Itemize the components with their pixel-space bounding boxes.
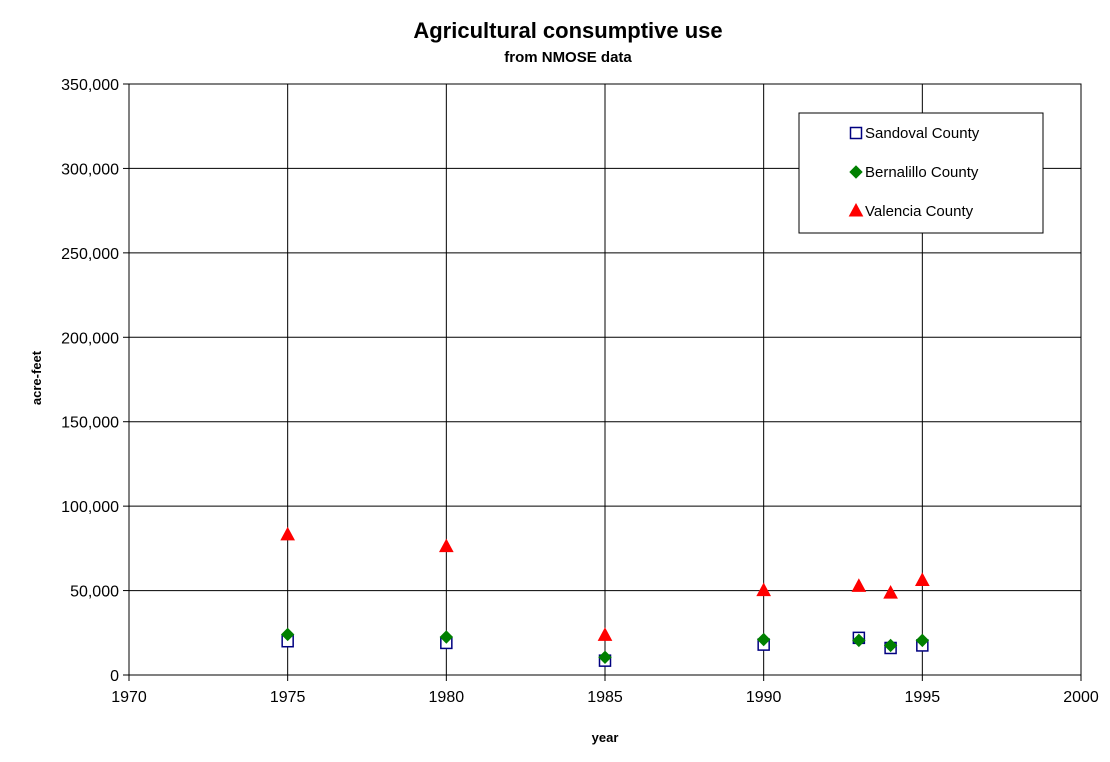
series-2 — [280, 627, 930, 664]
legend-box — [798, 112, 1044, 234]
x-tick-label: 1970 — [111, 689, 147, 706]
data-point — [756, 632, 771, 647]
y-tick-label: 150,000 — [61, 415, 119, 432]
data-point — [851, 578, 867, 592]
chart-subtitle: from NMOSE data — [504, 49, 632, 66]
data-point — [597, 627, 613, 641]
y-tick-label: 50,000 — [70, 584, 119, 601]
y-tick-label: 100,000 — [61, 499, 119, 516]
data-point — [852, 633, 866, 648]
data-point — [883, 638, 898, 653]
plot-area: 1970 1975 1980 1985 1990 1995 2000 0 50,000 100,0… — [61, 77, 1099, 706]
data-point — [438, 538, 454, 553]
y-tick-label: 0 — [110, 668, 119, 685]
x-tick-label: 2000 — [1063, 689, 1099, 706]
data-point — [439, 630, 454, 644]
data-point — [914, 572, 930, 586]
legend-marker — [849, 126, 863, 140]
data-point — [756, 582, 772, 597]
x-tick-label: 1995 — [905, 689, 941, 706]
data-point — [280, 526, 296, 541]
x-tick-label: 1975 — [270, 689, 306, 706]
data-point — [280, 627, 295, 642]
data-point — [915, 633, 930, 648]
legend-label: Bernalillo County — [865, 164, 979, 181]
x-tick-label: 1990 — [746, 689, 782, 706]
y-tick-label: 200,000 — [61, 330, 119, 347]
data-point — [598, 650, 612, 664]
x-tick-label: 1985 — [587, 689, 623, 706]
x-tick-label: 1980 — [429, 689, 465, 706]
y-tick-label: 250,000 — [61, 246, 119, 263]
x-axis-label: year — [592, 730, 619, 745]
y-axis-label: acre-feet — [29, 350, 44, 405]
legend-marker — [848, 202, 864, 217]
data-point — [883, 585, 898, 599]
y-tick-label: 350,000 — [61, 77, 119, 94]
legend: Sandoval County Bernalillo County Valencia… — [798, 112, 1044, 234]
y-tick-label: 300,000 — [61, 161, 119, 178]
series-3 — [280, 526, 930, 641]
legend-label: Sandoval County — [865, 125, 980, 142]
legend-label: Valencia County — [865, 203, 974, 220]
legend-marker — [849, 165, 863, 179]
chart-title: Agricultural consumptive use — [413, 18, 722, 43]
